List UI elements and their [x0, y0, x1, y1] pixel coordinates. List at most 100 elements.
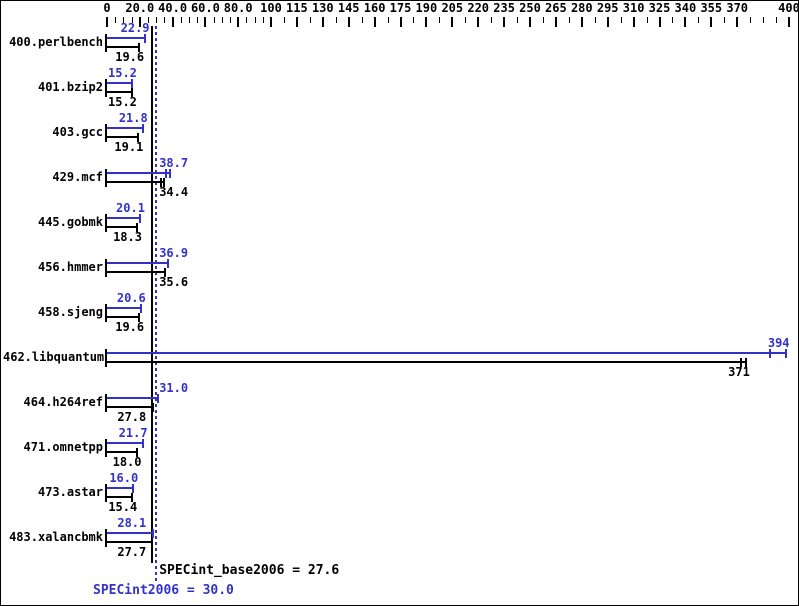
base-bar-run-mark	[131, 493, 134, 502]
axis-minor-tick	[724, 17, 726, 23]
axis-major-tick	[632, 17, 635, 27]
peak-bar	[107, 262, 168, 264]
axis-major-tick	[270, 17, 272, 27]
benchmark-label: 483.xalancbmk	[9, 530, 103, 544]
axis-minor-tick	[262, 17, 264, 23]
benchmark-label: 403.gcc	[52, 125, 103, 139]
peak-value-label: 21.8	[118, 111, 148, 125]
axis-tick-label: 325	[648, 1, 671, 15]
peak-value-label: 36.9	[159, 246, 189, 260]
axis-tick-label: 340	[674, 1, 697, 15]
axis-major-tick	[373, 17, 376, 27]
base-bar-run-mark	[744, 358, 747, 367]
benchmark-label: 464.h264ref	[23, 395, 103, 409]
axis-tick-label: 250	[519, 1, 541, 15]
base-bar	[107, 226, 137, 228]
base-bar-run-mark	[164, 268, 167, 277]
bar-start-bracket	[105, 124, 107, 142]
axis-minor-tick	[189, 17, 190, 23]
base-value-label: 19.6	[115, 50, 145, 64]
axis-major-tick	[788, 17, 790, 27]
axis-minor-tick	[197, 17, 199, 23]
axis-minor-tick	[180, 17, 182, 23]
axis-minor-tick	[221, 17, 223, 23]
axis-minor-tick	[646, 17, 648, 23]
base-value-label: 19.1	[114, 140, 144, 154]
base-bar	[107, 406, 153, 408]
axis-tick-label: 190	[415, 1, 438, 15]
bar-start-bracket	[105, 34, 107, 52]
bar-start-bracket	[105, 349, 107, 367]
axis-tick-label: 175	[389, 1, 412, 15]
bar-start-bracket	[105, 529, 107, 547]
axis-minor-tick	[131, 17, 133, 23]
peak-value-label: 21.7	[118, 426, 148, 440]
axis-tick-label: 100	[260, 1, 282, 15]
peak-bar	[107, 442, 143, 444]
axis-major-tick	[295, 17, 298, 27]
base-value-label: 27.8	[117, 410, 147, 424]
axis-tick-label: 280	[570, 1, 593, 15]
axis-tick-label: 220	[467, 1, 490, 15]
axis-minor-tick	[123, 17, 125, 23]
bar-start-bracket	[105, 214, 107, 232]
axis-tick-label: 295	[596, 1, 619, 15]
axis-major-tick	[347, 17, 350, 27]
base-bar-run-mark	[137, 133, 140, 142]
peak-value-label: 20.6	[116, 291, 146, 305]
axis-major-tick	[171, 17, 174, 27]
bar-start-bracket	[105, 439, 107, 457]
axis-major-tick	[684, 17, 687, 27]
axis-minor-tick	[309, 17, 311, 23]
axis-major-tick	[658, 17, 661, 27]
peak-bar-run-mark	[784, 349, 787, 358]
axis-tick-label: 40.0	[158, 1, 188, 15]
axis-minor-tick	[517, 17, 519, 23]
axis-minor-tick	[387, 17, 389, 23]
peak-bar-run-mark	[769, 349, 771, 358]
benchmark-label: 473.astar	[37, 485, 103, 499]
base-value-label: 15.4	[108, 500, 138, 514]
peak-bar	[107, 397, 158, 399]
axis-minor-tick	[230, 17, 231, 23]
axis-major-tick	[237, 17, 240, 27]
axis-minor-tick	[439, 17, 441, 23]
base-bar-run-mark	[135, 448, 138, 457]
base-mean-line	[151, 26, 154, 563]
axis-tick-label: 20.0	[125, 1, 155, 15]
bar-start-bracket	[105, 79, 107, 97]
benchmark-label: 471.omnetpp	[23, 440, 103, 454]
axis-major-tick	[736, 17, 739, 27]
bar-start-bracket	[105, 304, 107, 322]
peak-bar-run-mark	[165, 169, 168, 178]
peak-bar-run-mark	[132, 484, 135, 493]
base-value-label: 15.2	[108, 95, 137, 109]
peak-bar-run-mark	[156, 394, 159, 403]
axis-major-tick	[606, 17, 609, 27]
axis-tick-label: 160	[363, 1, 386, 15]
base-bar-run-mark	[151, 538, 154, 547]
axis-tick-label: 355	[700, 1, 723, 15]
peak-bar-run-mark	[130, 79, 133, 88]
base-bar	[107, 496, 133, 498]
benchmark-label: 445.gobmk	[37, 215, 103, 229]
axis-tick-label: 265	[545, 1, 567, 15]
peak-bar-run-mark	[166, 259, 169, 268]
peak-bar	[107, 532, 154, 534]
axis-minor-tick	[672, 17, 674, 23]
base-bar-run-mark	[159, 178, 162, 187]
axis-minor-tick	[213, 17, 215, 23]
axis-tick-label: 400	[778, 1, 799, 15]
peak-bar-run-mark	[141, 439, 144, 448]
axis-major-tick	[138, 17, 141, 27]
axis-major-tick	[710, 17, 713, 27]
peak-value-label: 22.9	[120, 21, 150, 35]
axis-tick-label: 205	[441, 1, 464, 15]
axis-tick-label: 60.0	[190, 1, 220, 15]
peak-bar-run-mark	[141, 124, 144, 133]
axis-minor-tick	[254, 17, 256, 23]
axis-tick-label: 115	[286, 1, 308, 15]
benchmark-label: 429.mcf	[52, 170, 103, 184]
axis-minor-tick	[148, 17, 149, 23]
